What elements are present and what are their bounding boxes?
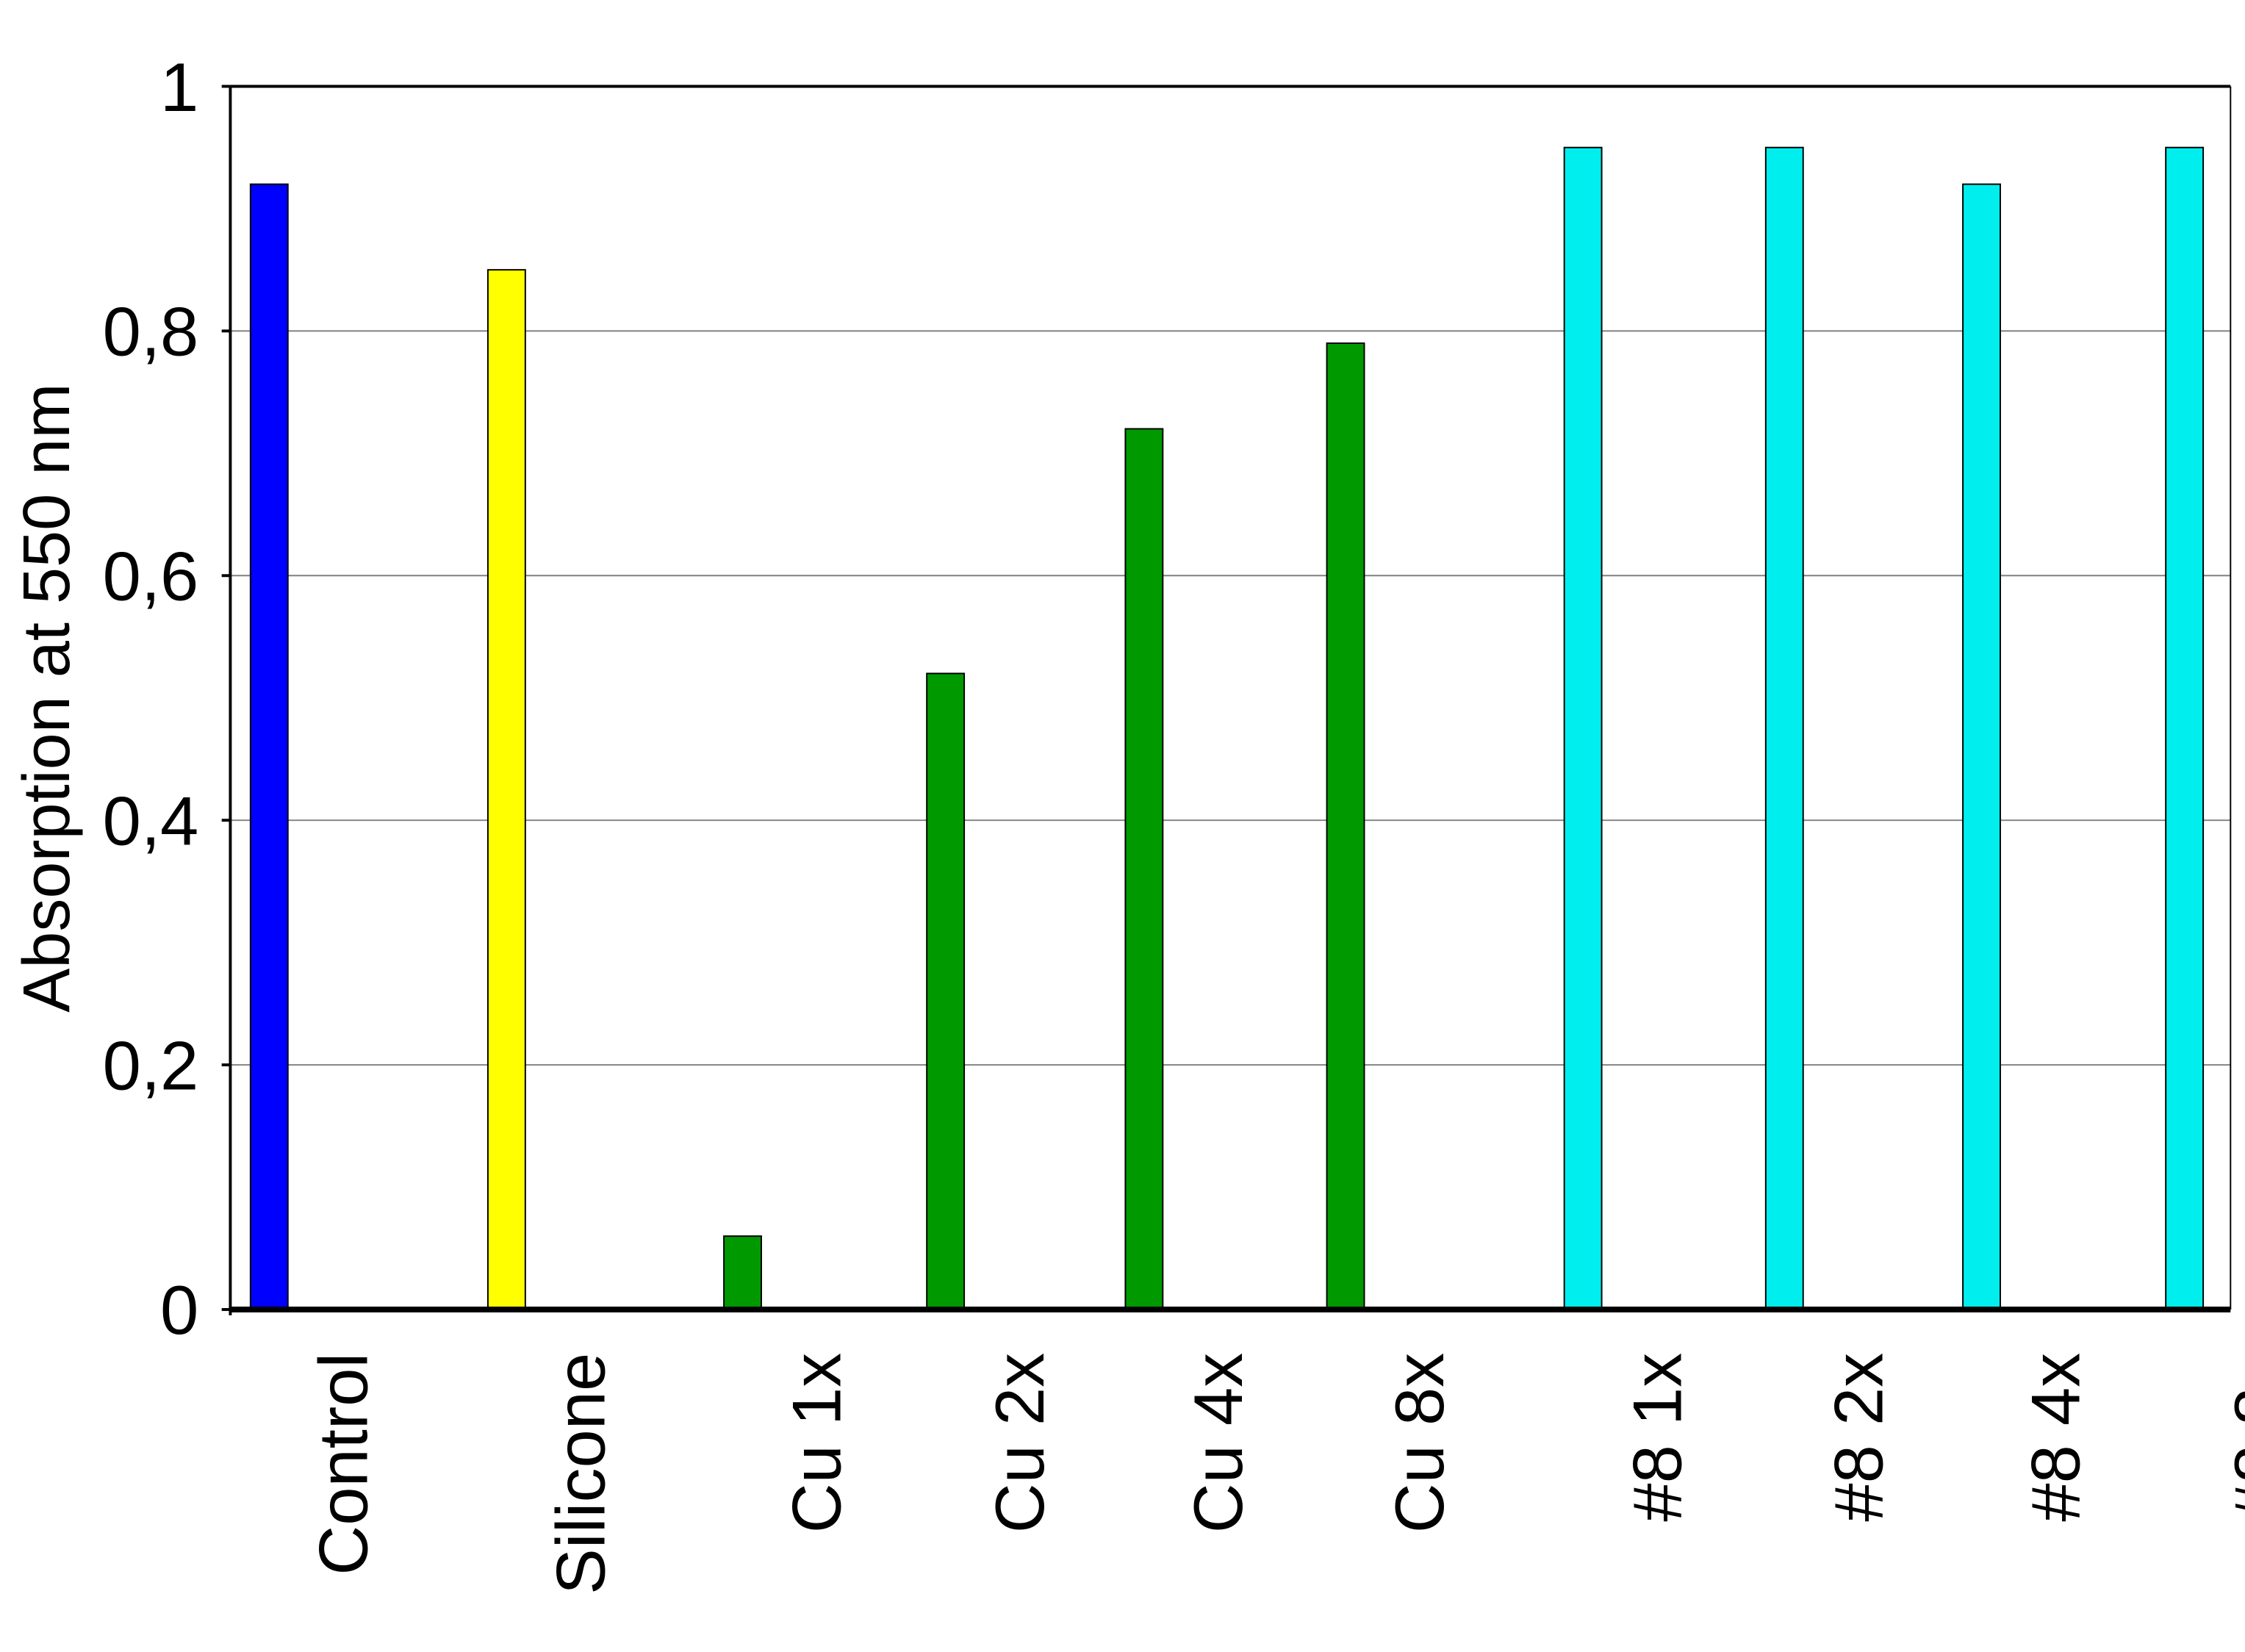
gridlines	[230, 330, 2231, 1066]
bar--8-4x	[1962, 183, 2001, 1310]
axes	[221, 85, 2232, 1315]
x-tick-label: Control	[304, 1353, 381, 1576]
bar-cu-2x	[926, 672, 966, 1310]
x-tick-label: #8 4x	[2017, 1353, 2094, 1522]
x-tick-label: #8 2x	[1820, 1353, 1897, 1522]
bar--8-2x	[1764, 146, 1804, 1310]
y-tick-labels: 0 0,2 0,4 0,6 0,8 1	[103, 49, 199, 1348]
x-tick-label: Cu 1x	[778, 1353, 855, 1534]
bar-silicone	[486, 269, 526, 1310]
bar-cu-1x	[723, 1235, 762, 1310]
y-tick-label: 0	[160, 1271, 198, 1348]
bar-cu-4x	[1124, 428, 1164, 1310]
y-tick-label: 0,2	[103, 1027, 199, 1104]
bar--8-1x	[1563, 146, 1603, 1310]
bars	[249, 146, 2205, 1310]
y-tick-label: 1	[160, 49, 198, 126]
x-tick-label: #8 1x	[1618, 1353, 1695, 1522]
y-tick-label: 0,8	[103, 293, 199, 370]
bar-control	[249, 183, 289, 1310]
bar--8-8x	[2165, 146, 2205, 1310]
x-tick-label: #8 8x	[2220, 1353, 2245, 1522]
y-tick-label: 0,6	[103, 538, 199, 615]
y-axis-label: Absorption at 550 nm	[10, 384, 84, 1013]
x-tick-label: Silicone	[542, 1353, 619, 1595]
y-tick-label: 0,4	[103, 782, 199, 859]
bar-cu-8x	[1326, 342, 1365, 1310]
x-tick-label: Cu 2x	[981, 1353, 1058, 1534]
x-tick-label: Cu 8x	[1381, 1353, 1458, 1534]
x-tick-label: Cu 4x	[1179, 1353, 1257, 1534]
x-tick-labels: Control Silicone Cu 1x Cu 2x Cu 4x Cu 8x #8 1x…	[304, 1353, 2245, 1595]
